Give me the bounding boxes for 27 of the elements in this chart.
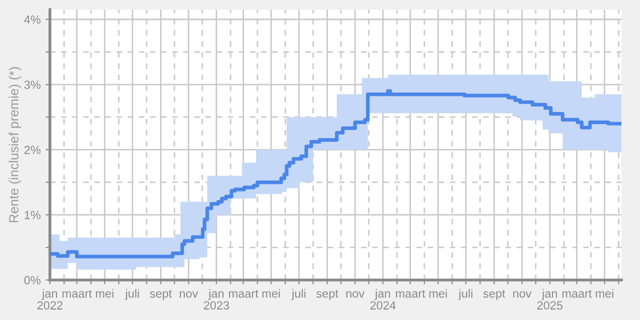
x-tick-label: mei xyxy=(262,289,280,298)
y-tick-label: 2% xyxy=(24,146,40,154)
x-tick-label: nov xyxy=(180,291,198,298)
x-tick-label: mei xyxy=(596,289,614,298)
x-tick-label: mei xyxy=(96,289,114,298)
y-tick-label: 0% xyxy=(24,276,40,284)
y-tick-label: 1% xyxy=(24,210,40,220)
x-tick-label: sept xyxy=(483,290,506,300)
x-tick-label: jan 2022 xyxy=(37,289,62,310)
y-tick-label: 3% xyxy=(24,80,40,89)
x-tick-label: juli xyxy=(458,289,472,300)
x-tick-label: sept xyxy=(150,290,172,300)
x-tick-label: maart xyxy=(62,290,92,298)
y-tick-label: 4% xyxy=(24,15,40,24)
x-tick-label: mei xyxy=(429,289,447,298)
x-tick-label: jan 2024 xyxy=(370,289,396,310)
x-tick-label: juli xyxy=(124,289,139,300)
x-tick-label: nov xyxy=(513,291,532,298)
x-tick-label: juli xyxy=(291,289,306,300)
y-axis-title: Rente (inclusief premie) (*) xyxy=(8,67,22,222)
x-tick-label: sept xyxy=(316,290,338,300)
x-tick-label: maart xyxy=(229,290,258,298)
x-tick-label: nov xyxy=(346,291,365,298)
x-tick-label: jan 2025 xyxy=(537,289,562,310)
x-tick-label: maart xyxy=(396,290,426,298)
x-tick-label: jan 2023 xyxy=(204,289,230,310)
x-tick-label: maart xyxy=(562,290,592,298)
